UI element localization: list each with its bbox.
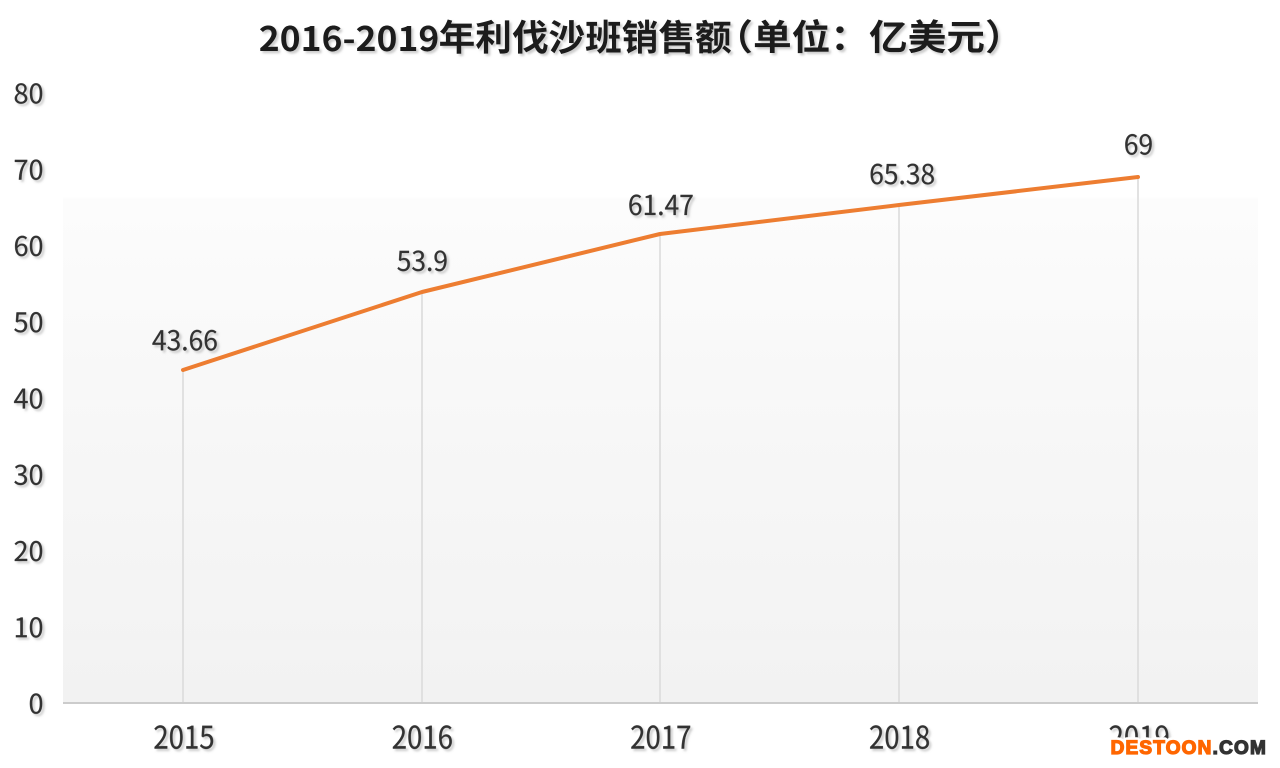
svg-text:DESTOON.COM: DESTOON.COM (1111, 738, 1267, 759)
svg-text:DESTOON.COM: DESTOON.COM (1111, 738, 1267, 759)
